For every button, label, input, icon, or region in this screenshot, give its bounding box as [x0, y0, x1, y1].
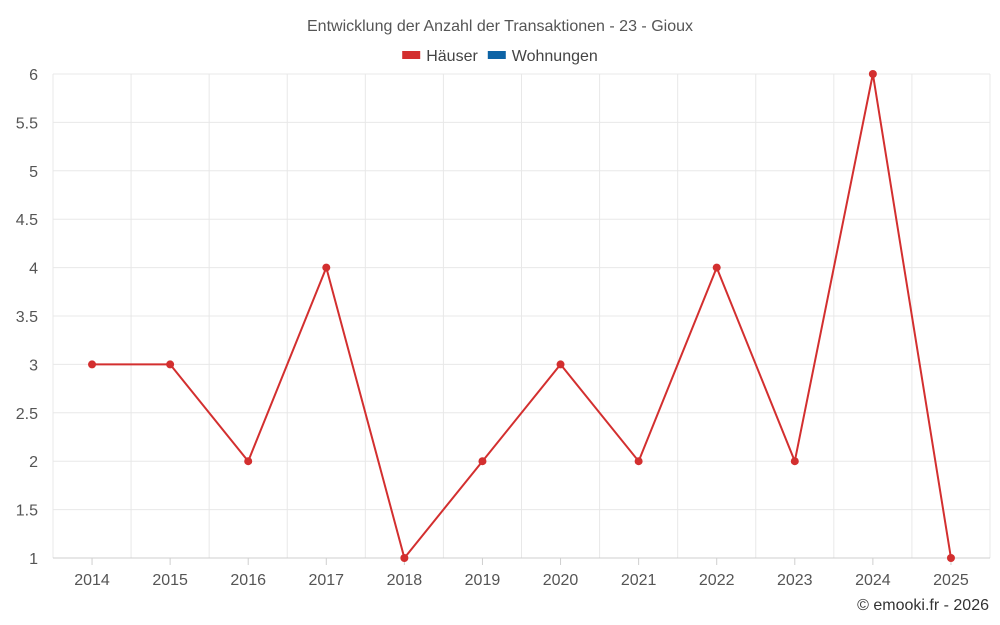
x-tick-label: 2021: [621, 572, 657, 589]
legend: Häuser Wohnungen: [402, 48, 598, 65]
data-point[interactable]: [478, 457, 487, 466]
legend-label: Häuser: [426, 48, 478, 65]
data-point[interactable]: [166, 360, 175, 369]
x-tick-label: 2020: [543, 572, 579, 589]
x-tick-label: 2017: [308, 572, 344, 589]
y-tick-label: 4.5: [16, 212, 38, 229]
data-point[interactable]: [322, 263, 331, 272]
legend-swatch: [487, 51, 506, 59]
y-tick-label: 3.5: [16, 309, 38, 326]
y-tick-label: 3: [29, 357, 38, 374]
legend-swatch: [402, 51, 421, 59]
series-line-0: [92, 73, 952, 559]
x-tick-label: 2016: [230, 572, 266, 589]
credit-text: © emooki.fr - 2026: [857, 597, 989, 614]
data-point[interactable]: [712, 263, 721, 272]
y-tick-label: 5: [29, 164, 38, 181]
y-tick-label: 5.5: [16, 115, 38, 132]
y-tick-label: 2: [29, 454, 38, 471]
y-tick-label: 6: [29, 67, 38, 84]
axes: 1 1.5 2 2.5 3 3.5 4 4.5 5 5.5 6 2014 2015 2016 2017 201…: [16, 67, 990, 589]
chart-title: Entwicklung der Anzahl der Transaktionen…: [307, 18, 693, 35]
x-tick-label: 2025: [933, 572, 969, 589]
legend-label: Wohnungen: [512, 48, 598, 65]
data-point[interactable]: [400, 554, 409, 562]
y-tick-label: 1.5: [16, 503, 38, 520]
data-point[interactable]: [88, 360, 97, 369]
data-point[interactable]: [244, 457, 253, 466]
x-tick-label: 2019: [465, 572, 501, 589]
legend-item-1[interactable]: Wohnungen: [487, 48, 598, 65]
data-point[interactable]: [868, 70, 877, 78]
data-point[interactable]: [634, 457, 643, 466]
data-point[interactable]: [556, 360, 565, 369]
grid: [52, 73, 991, 559]
data-point[interactable]: [946, 554, 955, 562]
x-tick-label: 2024: [855, 572, 891, 589]
x-tick-label: 2023: [777, 572, 813, 589]
data-point[interactable]: [790, 457, 799, 466]
x-tick-label: 2014: [74, 572, 110, 589]
x-tick-label: 2015: [152, 572, 188, 589]
y-tick-label: 1: [29, 551, 38, 568]
x-tick-label: 2022: [699, 572, 735, 589]
x-tick-label: 2018: [387, 572, 423, 589]
y-tick-label: 2.5: [16, 406, 38, 423]
legend-item-0[interactable]: Häuser: [402, 48, 478, 65]
series: [88, 70, 955, 562]
y-tick-label: 4: [29, 261, 38, 278]
